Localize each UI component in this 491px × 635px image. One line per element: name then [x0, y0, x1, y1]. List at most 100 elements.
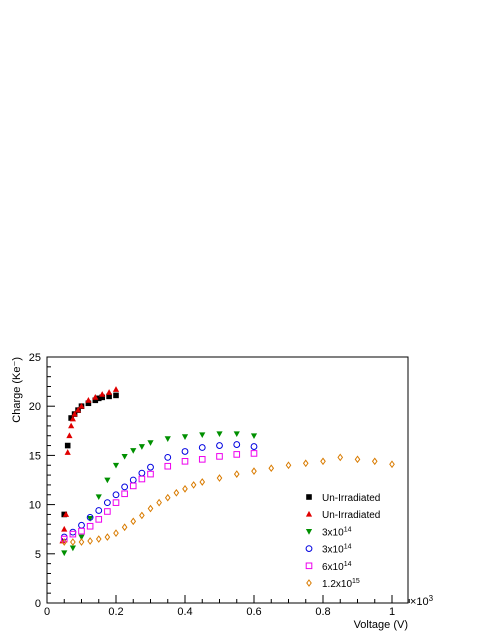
data-point	[87, 515, 94, 522]
x-tick-label: 0.4	[177, 606, 192, 618]
legend-entry: Un-Irradiated	[306, 493, 380, 504]
data-point	[78, 527, 85, 535]
x-axis-multiplier-base: ×10	[410, 596, 429, 608]
data-point	[112, 491, 120, 499]
data-point	[71, 410, 78, 417]
data-point	[251, 467, 257, 475]
legend-marker	[305, 510, 313, 517]
data-point	[106, 389, 113, 395]
legend-entry: 6x1014	[305, 561, 352, 573]
legend-marker	[305, 545, 313, 552]
data-point	[173, 488, 180, 497]
data-point	[147, 463, 154, 471]
legend-label: 3x1014	[322, 544, 352, 556]
series-4	[60, 441, 258, 541]
data-point	[112, 386, 120, 392]
data-point	[121, 483, 129, 491]
data-point	[139, 511, 145, 520]
data-point	[95, 395, 102, 402]
data-point	[181, 434, 189, 441]
data-point	[85, 396, 92, 403]
data-point	[95, 535, 102, 543]
x-tick-label: 0.2	[108, 606, 123, 618]
data-point	[216, 474, 223, 482]
data-point	[60, 535, 68, 543]
data-point	[198, 444, 206, 451]
data-point	[233, 451, 241, 458]
data-point	[87, 537, 93, 545]
legend-label: Un-Irradiated	[322, 510, 380, 521]
data-point	[233, 431, 240, 438]
data-point	[147, 504, 154, 513]
data-point	[64, 449, 71, 455]
data-point	[95, 516, 103, 523]
axis-ticks	[46, 356, 410, 604]
data-point	[164, 436, 171, 442]
data-point	[69, 528, 77, 536]
x-tick-label: 0.6	[246, 606, 261, 618]
data-point	[216, 431, 223, 438]
series-3	[61, 431, 258, 557]
data-point	[250, 433, 258, 440]
data-point	[181, 458, 189, 465]
data-point	[371, 457, 378, 466]
series-6	[61, 453, 395, 546]
series-1	[61, 392, 119, 518]
data-point	[181, 448, 189, 455]
data-point	[138, 444, 145, 450]
data-point	[182, 485, 188, 493]
x-tick-label: 1	[389, 606, 395, 618]
data-point	[61, 538, 68, 546]
data-point	[113, 392, 119, 399]
y-axis-title: Charge (Ke⁻)	[11, 357, 23, 423]
legend-entry: 3x1014	[305, 544, 352, 556]
data-point	[106, 393, 112, 400]
data-point	[156, 498, 162, 507]
x-axis-multiplier-exp: 3	[429, 594, 434, 603]
data-point	[62, 511, 70, 517]
data-point	[78, 538, 85, 546]
data-point	[70, 538, 76, 546]
plot-frame	[46, 356, 409, 604]
data-point	[86, 522, 94, 530]
y-tick-label: 20	[29, 401, 41, 413]
data-point	[147, 440, 154, 446]
data-point	[112, 462, 120, 469]
data-point	[99, 394, 105, 401]
data-point	[129, 482, 137, 490]
data-point	[164, 462, 172, 470]
data-point	[61, 550, 68, 557]
data-point	[95, 507, 103, 514]
data-point	[78, 521, 85, 529]
y-tick-label: 10	[29, 500, 41, 512]
data-point	[130, 448, 137, 454]
data-markers	[59, 386, 395, 557]
data-point	[68, 422, 75, 429]
data-point	[104, 477, 111, 484]
data-point	[86, 513, 94, 521]
data-point	[95, 494, 102, 501]
legend-marker	[306, 579, 312, 587]
data-point	[190, 481, 197, 489]
data-point	[337, 453, 344, 462]
series-5	[60, 450, 258, 543]
data-point	[129, 476, 137, 484]
data-point	[66, 432, 73, 439]
data-point	[92, 394, 99, 400]
x-tick-label: 0	[44, 606, 50, 618]
data-point	[113, 529, 119, 537]
data-point	[354, 455, 361, 464]
y-tick-label: 15	[29, 450, 41, 462]
data-point	[69, 530, 77, 538]
data-point	[233, 470, 240, 478]
legend-label: 3x1014	[322, 526, 352, 538]
data-point	[285, 461, 292, 470]
data-point	[199, 478, 206, 486]
data-point	[198, 456, 206, 463]
data-point	[78, 534, 85, 541]
y-tick-label: 5	[35, 549, 41, 561]
legend: Un-Irradiated Un-Irradiated 3x1014 3x1014 6x…	[305, 493, 380, 590]
legend-marker	[305, 529, 313, 535]
